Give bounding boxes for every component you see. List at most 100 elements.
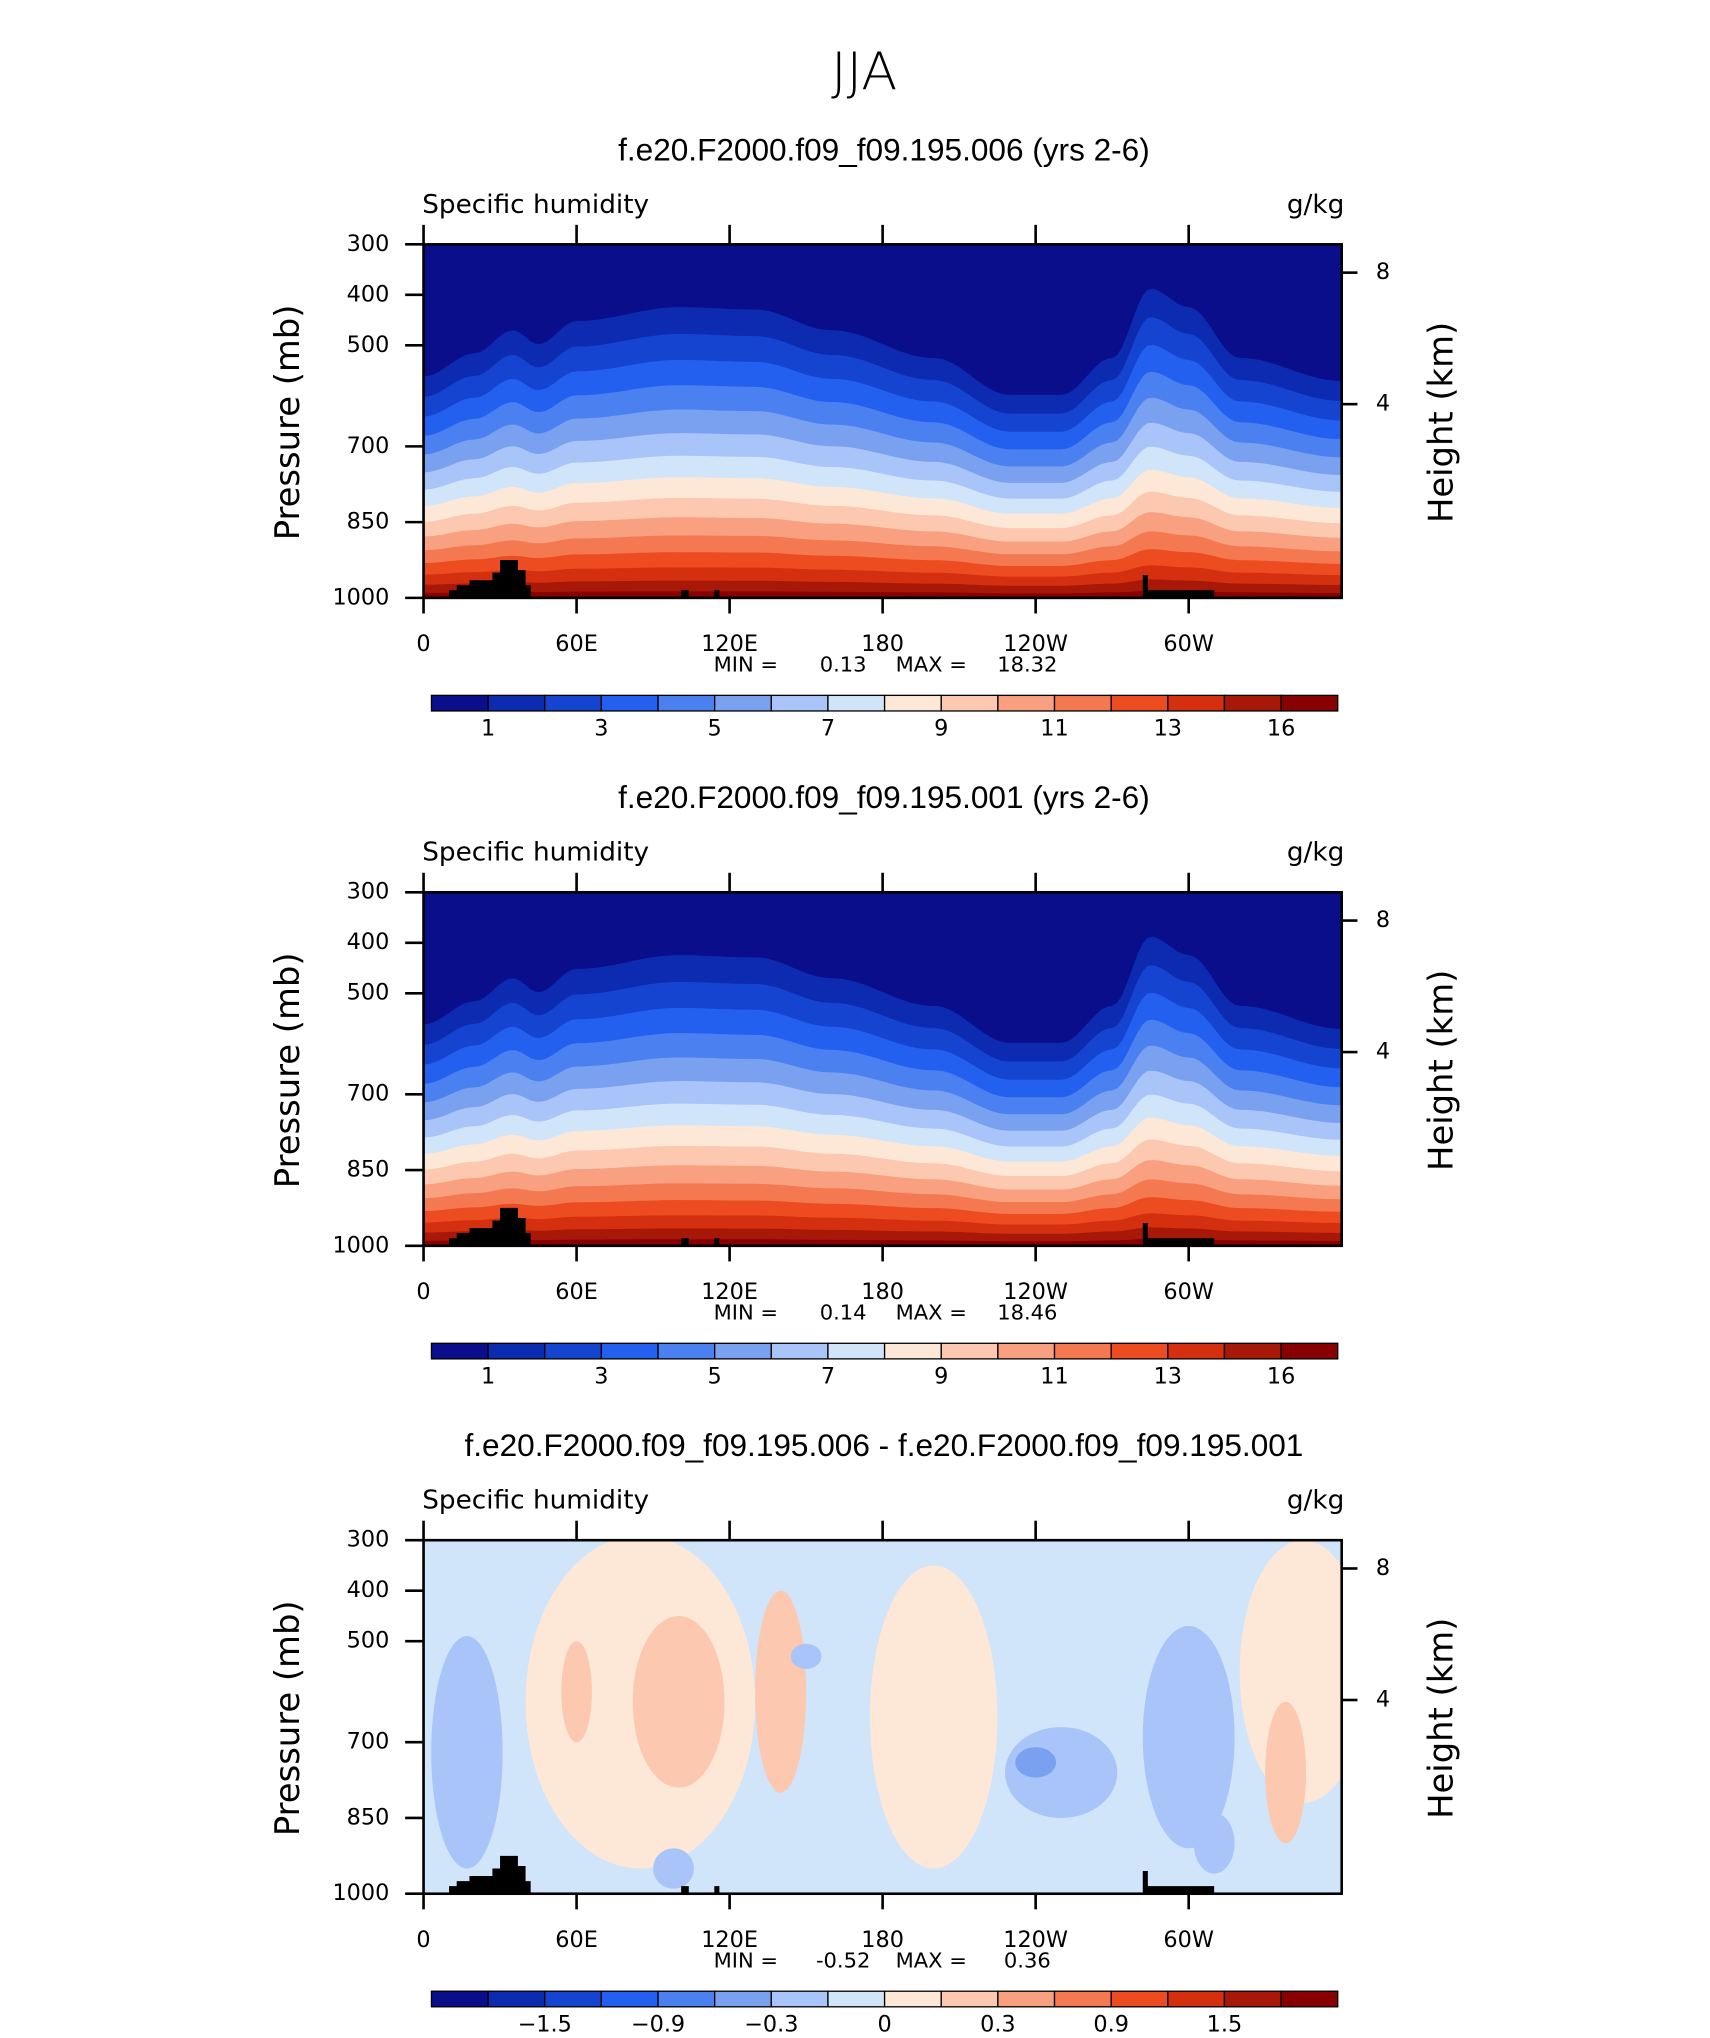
y-tick-label: 700: [347, 1729, 390, 1755]
right-string: g/kg: [1287, 190, 1344, 220]
y2-tick-label: 4: [1376, 1687, 1390, 1713]
contour-band: [423, 590, 1342, 598]
y2-tick-label: 8: [1376, 907, 1390, 933]
colorbar-label: 13: [1154, 716, 1182, 742]
x-tick-label: 60W: [1163, 1279, 1214, 1305]
min-value: -0.52: [816, 1948, 870, 1972]
colorbar-box: [657, 1342, 716, 1360]
colorbar-box: [997, 1342, 1056, 1360]
topography: [714, 1238, 720, 1246]
colorbar-box: [940, 1990, 999, 2008]
colorbar-label: 7: [821, 716, 835, 742]
y-tick-label: 300: [347, 879, 390, 905]
colorbar-label: 3: [594, 1364, 608, 1390]
panel-title: f.e20.F2000.f09_f09.195.006 - f.e20.F200…: [465, 1428, 1304, 1463]
colorbar-box: [544, 1342, 603, 1360]
colorbar-box: [1167, 1342, 1226, 1360]
colorbar-label: −0.9: [631, 2012, 685, 2038]
x-tick-label: 0: [416, 631, 430, 657]
topography: [449, 1207, 531, 1246]
colorbar-box: [1280, 694, 1339, 712]
colorbar-box: [714, 1990, 772, 2008]
y2-tick-label: 4: [1376, 391, 1390, 417]
min-label: MIN =: [714, 1300, 778, 1324]
panel-title: f.e20.F2000.f09_f09.195.006 (yrs 2-6): [618, 132, 1150, 167]
x-tick-label: 180: [861, 1279, 904, 1305]
y-tick-label: 500: [347, 332, 390, 358]
x-tick-label: 0: [416, 1279, 430, 1305]
left-string: Specific humidity: [422, 1486, 649, 1516]
colorbar-box: [657, 694, 716, 712]
y-tick-label: 700: [347, 1081, 390, 1107]
x-tick-label: 60E: [555, 1927, 598, 1953]
colorbar-label: 1: [481, 716, 495, 742]
right-string: g/kg: [1287, 838, 1344, 868]
x-tick-label: 120W: [1003, 1279, 1068, 1305]
colorbar-box: [883, 1990, 942, 2008]
topography: [714, 590, 720, 598]
y-tick-label: 400: [347, 1577, 390, 1603]
min-label: MIN =: [714, 1948, 778, 1972]
colorbar-box: [1110, 1990, 1169, 2008]
y-axis-label: Pressure (mb): [268, 952, 308, 1188]
x-tick-label: 120E: [701, 1927, 758, 1953]
colorbar-box: [1110, 1342, 1169, 1360]
colorbar-box: [1223, 694, 1282, 712]
max-label: MAX =: [896, 1948, 967, 1972]
colorbar-box: [430, 1990, 489, 2008]
x-tick-label: 60E: [555, 1279, 598, 1305]
contour-blob: [653, 1848, 694, 1889]
colorbar-box: [1280, 1342, 1339, 1360]
colorbar-label: 16: [1267, 1364, 1295, 1390]
max-label: MAX =: [896, 653, 967, 677]
topography: [1142, 575, 1215, 598]
y-tick-label: 300: [347, 231, 390, 257]
max-value: 18.46: [997, 1300, 1057, 1324]
colorbar-box: [544, 1990, 603, 2008]
colorbar-label: 5: [708, 1364, 722, 1390]
x-tick-label: 180: [861, 631, 904, 657]
colorbar-box: [940, 1342, 999, 1360]
colorbar-label: 1: [481, 1364, 495, 1390]
x-tick-label: 0: [416, 1927, 430, 1953]
x-tick-label: 120E: [701, 631, 758, 657]
colorbar-label: 3: [594, 716, 608, 742]
colorbar-label: 0: [877, 2012, 891, 2038]
colorbar-box: [430, 1342, 489, 1360]
max-value: 18.32: [997, 653, 1057, 677]
colorbar-box: [657, 1990, 716, 2008]
colorbar-box: [997, 694, 1056, 712]
colorbar-box: [883, 694, 942, 712]
colorbar-box: [544, 694, 603, 712]
contour-blob: [1142, 1626, 1235, 1849]
y2-tick-label: 4: [1376, 1039, 1390, 1065]
colorbar-label: 5: [708, 716, 722, 742]
min-value: 0.13: [820, 653, 867, 677]
colorbar-box: [1053, 1990, 1112, 2008]
colorbar-label: 13: [1154, 1364, 1182, 1390]
topography: [681, 1886, 689, 1894]
right-string: g/kg: [1287, 1486, 1344, 1516]
field: [423, 892, 1342, 1246]
y-tick-label: 1000: [332, 1232, 389, 1258]
x-tick-label: 60E: [555, 631, 598, 657]
y-tick-label: 850: [347, 1805, 390, 1831]
x-tick-label: 120E: [701, 1279, 758, 1305]
contour-blob: [1239, 1540, 1342, 1803]
contour-blob: [1265, 1701, 1306, 1844]
colorbar-box: [1223, 1342, 1282, 1360]
topography: [1142, 1223, 1215, 1246]
y2-tick-label: 8: [1376, 1555, 1390, 1581]
contour-band: [423, 1238, 1342, 1246]
y-tick-label: 500: [347, 980, 390, 1006]
colorbar-box: [1053, 1342, 1112, 1360]
max-label: MAX =: [896, 1300, 967, 1324]
figure-title: JJA: [831, 42, 897, 103]
colorbar-label: 0.3: [980, 2012, 1016, 2038]
colorbar-box: [827, 694, 886, 712]
colorbar-box: [997, 1990, 1056, 2008]
contour-blob: [632, 1615, 725, 1788]
colorbar-box: [1167, 1990, 1226, 2008]
colorbar-box: [487, 1990, 546, 2008]
